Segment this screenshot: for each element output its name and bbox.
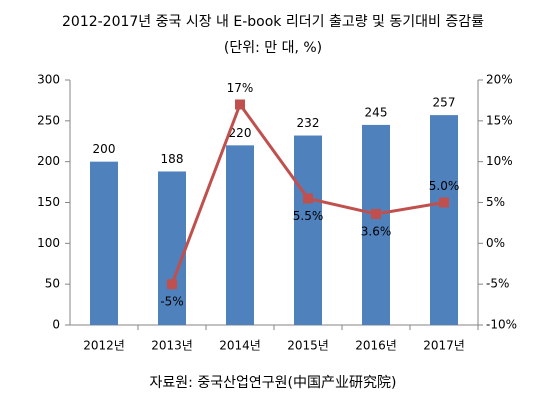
bar-value-label: 232 bbox=[297, 116, 320, 130]
line-value-label: 17% bbox=[227, 81, 254, 95]
x-tick-label: 2015년 bbox=[287, 339, 329, 353]
y-tick-label: 300 bbox=[37, 73, 60, 87]
bar-value-label: 245 bbox=[365, 105, 388, 119]
y-tick-label: 250 bbox=[37, 113, 60, 127]
bar bbox=[158, 171, 186, 325]
y-tick-label: 200 bbox=[37, 154, 60, 168]
line-marker bbox=[235, 99, 245, 110]
y-tick-label: 150 bbox=[37, 195, 60, 209]
y-tick-label: 100 bbox=[37, 236, 60, 250]
line-value-label: 5.0% bbox=[429, 179, 460, 193]
bar bbox=[294, 135, 322, 325]
bar-value-label: 257 bbox=[433, 96, 456, 110]
line-value-label: 3.6% bbox=[361, 224, 392, 238]
x-tick-label: 2013년 bbox=[151, 339, 193, 353]
bar-value-label: 188 bbox=[161, 152, 184, 166]
line-marker bbox=[439, 197, 449, 208]
y2-tick-label: 15% bbox=[486, 113, 513, 127]
line-marker bbox=[303, 193, 313, 204]
line-marker bbox=[371, 208, 381, 219]
y2-tick-label: -5% bbox=[486, 277, 509, 291]
y-tick-label: 50 bbox=[45, 277, 60, 291]
bar bbox=[362, 124, 390, 326]
x-tick-label: 2017년 bbox=[423, 339, 465, 353]
y-tick-label: 0 bbox=[52, 318, 60, 332]
y2-tick-label: -10% bbox=[486, 318, 517, 332]
line-value-label: -5% bbox=[160, 295, 183, 309]
chart-subtitle: (단위: 만 대, %) bbox=[224, 40, 322, 56]
line-value-label: 5.5% bbox=[293, 209, 324, 223]
bar-value-label: 200 bbox=[93, 142, 116, 156]
y2-tick-label: 10% bbox=[486, 154, 513, 168]
x-tick-label: 2012년 bbox=[83, 339, 125, 353]
bar bbox=[90, 161, 118, 325]
y2-tick-label: 20% bbox=[486, 73, 513, 87]
bar bbox=[430, 115, 458, 325]
chart-title: 2012-2017년 중국 시장 내 E-book 리더기 출고량 및 동기대비… bbox=[62, 14, 484, 30]
bar-value-label: 220 bbox=[229, 126, 252, 140]
x-tick-label: 2016년 bbox=[355, 339, 397, 353]
y2-tick-label: 5% bbox=[486, 195, 505, 209]
line-marker bbox=[167, 279, 177, 290]
bar bbox=[226, 145, 254, 325]
x-tick-label: 2014년 bbox=[219, 339, 261, 353]
source-note: 자료원: 중국산업연구원(中国产业研究院) bbox=[150, 375, 397, 391]
y2-tick-label: 0% bbox=[486, 236, 505, 250]
